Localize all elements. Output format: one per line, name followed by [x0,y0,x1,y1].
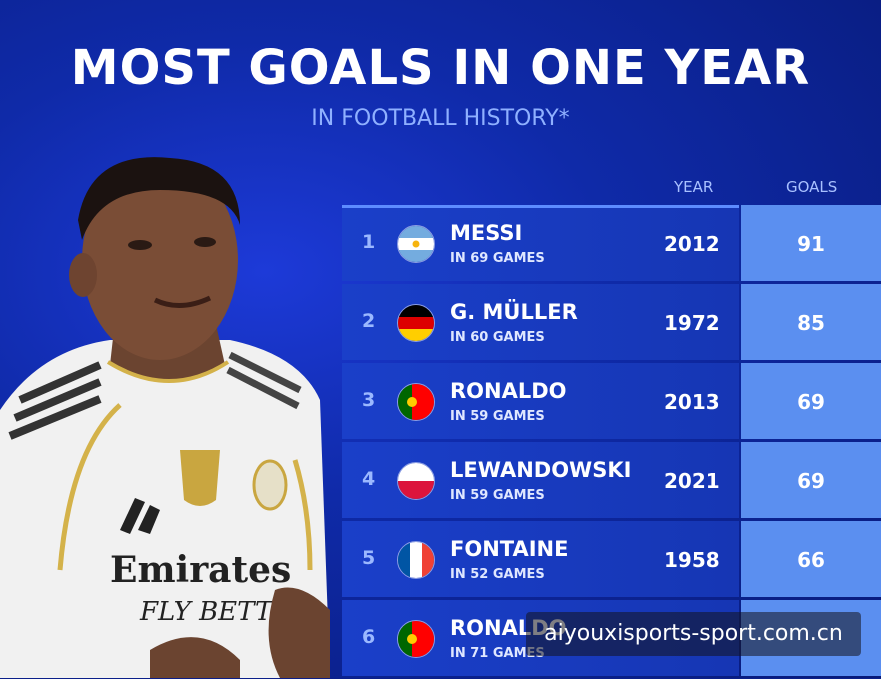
table-row: 5 FONTAINE IN 52 GAMES 1958 66 [342,521,881,600]
row-main-cell: 2 G. MÜLLER IN 60 GAMES 1972 [342,284,739,360]
year-value: 1958 [664,548,720,572]
poland-flag-icon [397,462,435,500]
table-row: 2 G. MÜLLER IN 60 GAMES 1972 85 [342,284,881,363]
games-count: IN 60 GAMES [450,330,545,345]
page-title: MOST GOALS IN ONE YEAR [70,40,811,96]
goals-value: 85 [797,311,825,335]
portugal-flag-icon [397,383,435,421]
shirt-sponsor-text: Emirates [110,549,291,591]
goals-value: 66 [797,548,825,572]
goals-cell: 69 [741,442,881,518]
portugal-flag-icon [397,620,435,658]
games-count: IN 59 GAMES [450,409,545,424]
player-name: MESSI [450,221,523,245]
year-value: 2021 [664,469,720,493]
column-header-goals: GOALS [786,178,838,196]
page-subtitle: IN FOOTBALL HISTORY* [311,106,570,131]
rank-number: 3 [362,389,376,411]
watermark: aiyouxisports-sport.com.cn [526,612,861,656]
table-row: 3 RONALDO IN 59 GAMES 2013 69 [342,363,881,442]
table-row: 1 MESSI IN 69 GAMES 2012 91 [342,205,881,284]
goals-table: 1 MESSI IN 69 GAMES 2012 91 2 G. MÜLLER … [342,205,881,679]
column-header-year: YEAR [674,178,714,196]
games-count: IN 71 GAMES [450,646,545,661]
player-name: LEWANDOWSKI [450,458,632,482]
row-main-cell: 4 LEWANDOWSKI IN 59 GAMES 2021 [342,442,739,518]
rank-number: 2 [362,310,376,332]
rank-number: 1 [362,231,376,253]
goals-cell: 69 [741,363,881,439]
shirt-tagline-text: FLY BETTE [139,597,291,627]
games-count: IN 52 GAMES [450,567,545,582]
row-main-cell: 3 RONALDO IN 59 GAMES 2013 [342,363,739,439]
germany-flag-icon [397,304,435,342]
goals-cell: 91 [741,205,881,281]
argentina-flag-icon [397,225,435,263]
games-count: IN 69 GAMES [450,251,545,266]
year-value: 2012 [664,232,720,256]
player-name: G. MÜLLER [450,300,578,324]
goals-value: 91 [797,232,825,256]
games-count: IN 59 GAMES [450,488,545,503]
year-value: 1972 [664,311,720,335]
goals-cell: 85 [741,284,881,360]
france-flag-icon [397,541,435,579]
player-name: RONALDO [450,379,567,403]
rank-number: 5 [362,547,376,569]
table-top-divider [342,205,739,208]
goals-value: 69 [797,390,825,414]
row-main-cell: 5 FONTAINE IN 52 GAMES 1958 [342,521,739,597]
goals-value: 69 [797,469,825,493]
rank-number: 6 [362,626,376,648]
table-row: 4 LEWANDOWSKI IN 59 GAMES 2021 69 [342,442,881,521]
player-illustration: Emirates FLY BETTE [0,157,330,678]
rank-number: 4 [362,468,376,490]
year-value: 2013 [664,390,720,414]
player-name: FONTAINE [450,537,569,561]
row-main-cell: 1 MESSI IN 69 GAMES 2012 [342,205,739,281]
goals-cell: 66 [741,521,881,597]
